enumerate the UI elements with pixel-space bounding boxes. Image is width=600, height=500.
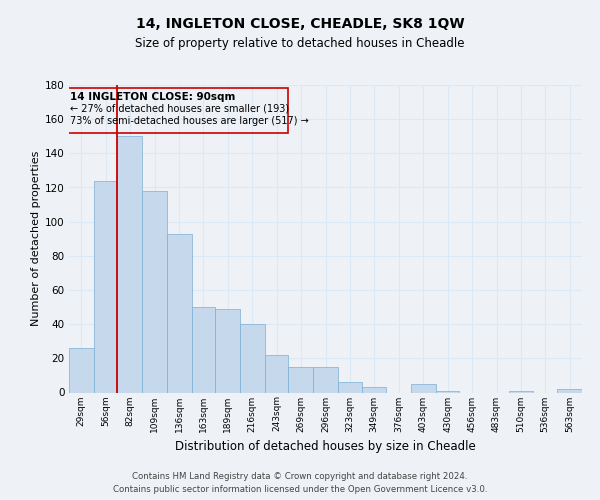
Bar xyxy=(240,324,265,392)
Bar xyxy=(94,180,118,392)
Text: Size of property relative to detached houses in Cheadle: Size of property relative to detached ho… xyxy=(135,38,465,51)
Bar xyxy=(509,391,533,392)
Bar xyxy=(436,391,460,392)
Bar xyxy=(191,307,215,392)
Text: 73% of semi-detached houses are larger (517) →: 73% of semi-detached houses are larger (… xyxy=(70,116,308,126)
Text: ← 27% of detached houses are smaller (193): ← 27% of detached houses are smaller (19… xyxy=(70,104,289,114)
Bar xyxy=(411,384,436,392)
Bar xyxy=(557,389,582,392)
X-axis label: Distribution of detached houses by size in Cheadle: Distribution of detached houses by size … xyxy=(175,440,476,453)
Bar xyxy=(69,348,94,393)
Bar xyxy=(67,88,289,133)
Bar xyxy=(142,191,167,392)
Text: 14 INGLETON CLOSE: 90sqm: 14 INGLETON CLOSE: 90sqm xyxy=(70,92,235,102)
Bar xyxy=(289,367,313,392)
Bar xyxy=(313,367,338,392)
Text: Contains HM Land Registry data © Crown copyright and database right 2024.: Contains HM Land Registry data © Crown c… xyxy=(132,472,468,481)
Y-axis label: Number of detached properties: Number of detached properties xyxy=(31,151,41,326)
Text: 14, INGLETON CLOSE, CHEADLE, SK8 1QW: 14, INGLETON CLOSE, CHEADLE, SK8 1QW xyxy=(136,18,464,32)
Bar xyxy=(215,309,240,392)
Bar xyxy=(362,388,386,392)
Bar xyxy=(265,355,289,393)
Text: Contains public sector information licensed under the Open Government Licence v3: Contains public sector information licen… xyxy=(113,485,487,494)
Bar xyxy=(118,136,142,392)
Bar xyxy=(167,234,191,392)
Bar xyxy=(338,382,362,392)
